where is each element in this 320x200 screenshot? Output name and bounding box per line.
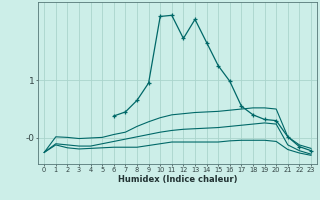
X-axis label: Humidex (Indice chaleur): Humidex (Indice chaleur)	[118, 175, 237, 184]
